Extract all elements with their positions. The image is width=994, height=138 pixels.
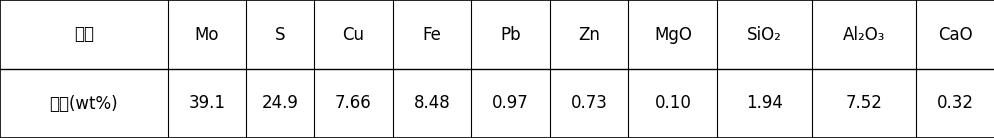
Text: 7.66: 7.66	[335, 95, 372, 112]
Text: MgO: MgO	[653, 26, 691, 43]
Text: SiO₂: SiO₂	[746, 26, 781, 43]
Text: S: S	[274, 26, 285, 43]
Text: Fe: Fe	[422, 26, 441, 43]
Text: Mo: Mo	[195, 26, 219, 43]
Text: 구분: 구분	[74, 26, 93, 43]
Text: 0.32: 0.32	[936, 95, 973, 112]
Text: Al₂O₃: Al₂O₃	[842, 26, 885, 43]
Text: 0.73: 0.73	[571, 95, 607, 112]
Text: 1.94: 1.94	[746, 95, 782, 112]
Text: Pb: Pb	[500, 26, 521, 43]
Text: 0.97: 0.97	[492, 95, 529, 112]
Text: 8.48: 8.48	[414, 95, 450, 112]
Text: Cu: Cu	[342, 26, 364, 43]
Text: 0.10: 0.10	[654, 95, 691, 112]
Text: CaO: CaO	[937, 26, 972, 43]
Text: 7.52: 7.52	[845, 95, 882, 112]
Text: Zn: Zn	[578, 26, 599, 43]
Text: 조성(wt%): 조성(wt%)	[50, 95, 118, 112]
Text: 39.1: 39.1	[188, 95, 225, 112]
Text: 24.9: 24.9	[261, 95, 298, 112]
